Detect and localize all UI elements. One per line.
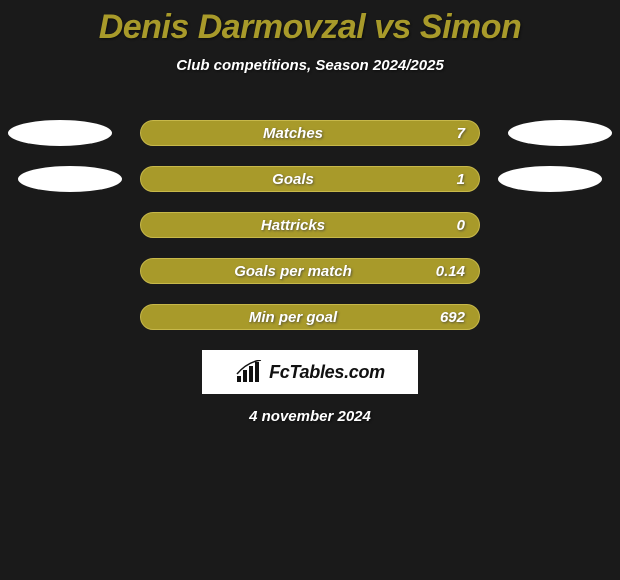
- stat-row-goals: Goals 1: [0, 156, 620, 202]
- logo-text: FcTables.com: [269, 362, 385, 383]
- stat-row-goals-per-match: Goals per match 0.14: [0, 248, 620, 294]
- stat-bar: Goals per match 0.14: [140, 258, 480, 284]
- player-left-oval: [8, 120, 112, 146]
- chart-bars-icon: [235, 360, 263, 384]
- stat-value: 1: [431, 171, 465, 188]
- stat-label: Matches: [155, 125, 431, 142]
- page-title: Denis Darmovzal vs Simon: [0, 0, 620, 47]
- logo-box: FcTables.com: [202, 350, 418, 394]
- stat-label: Goals: [155, 171, 431, 188]
- player-right-oval: [498, 166, 602, 192]
- player-right-oval: [508, 120, 612, 146]
- stat-value: 0: [431, 217, 465, 234]
- stat-label: Hattricks: [155, 217, 431, 234]
- stat-bar: Goals 1: [140, 166, 480, 192]
- stat-row-min-per-goal: Min per goal 692: [0, 294, 620, 340]
- stat-row-matches: Matches 7: [0, 110, 620, 156]
- stat-value: 692: [431, 309, 465, 326]
- stat-bar: Hattricks 0: [140, 212, 480, 238]
- stats-area: Matches 7 Goals 1 Hattricks 0 Goals per …: [0, 110, 620, 340]
- stat-value: 7: [431, 125, 465, 142]
- stat-bar: Min per goal 692: [140, 304, 480, 330]
- page-subtitle: Club competitions, Season 2024/2025: [0, 57, 620, 74]
- date-line: 4 november 2024: [0, 408, 620, 425]
- stat-row-hattricks: Hattricks 0: [0, 202, 620, 248]
- stat-bar: Matches 7: [140, 120, 480, 146]
- player-left-oval: [18, 166, 122, 192]
- stat-label: Goals per match: [155, 263, 431, 280]
- stat-value: 0.14: [431, 263, 465, 280]
- stat-label: Min per goal: [155, 309, 431, 326]
